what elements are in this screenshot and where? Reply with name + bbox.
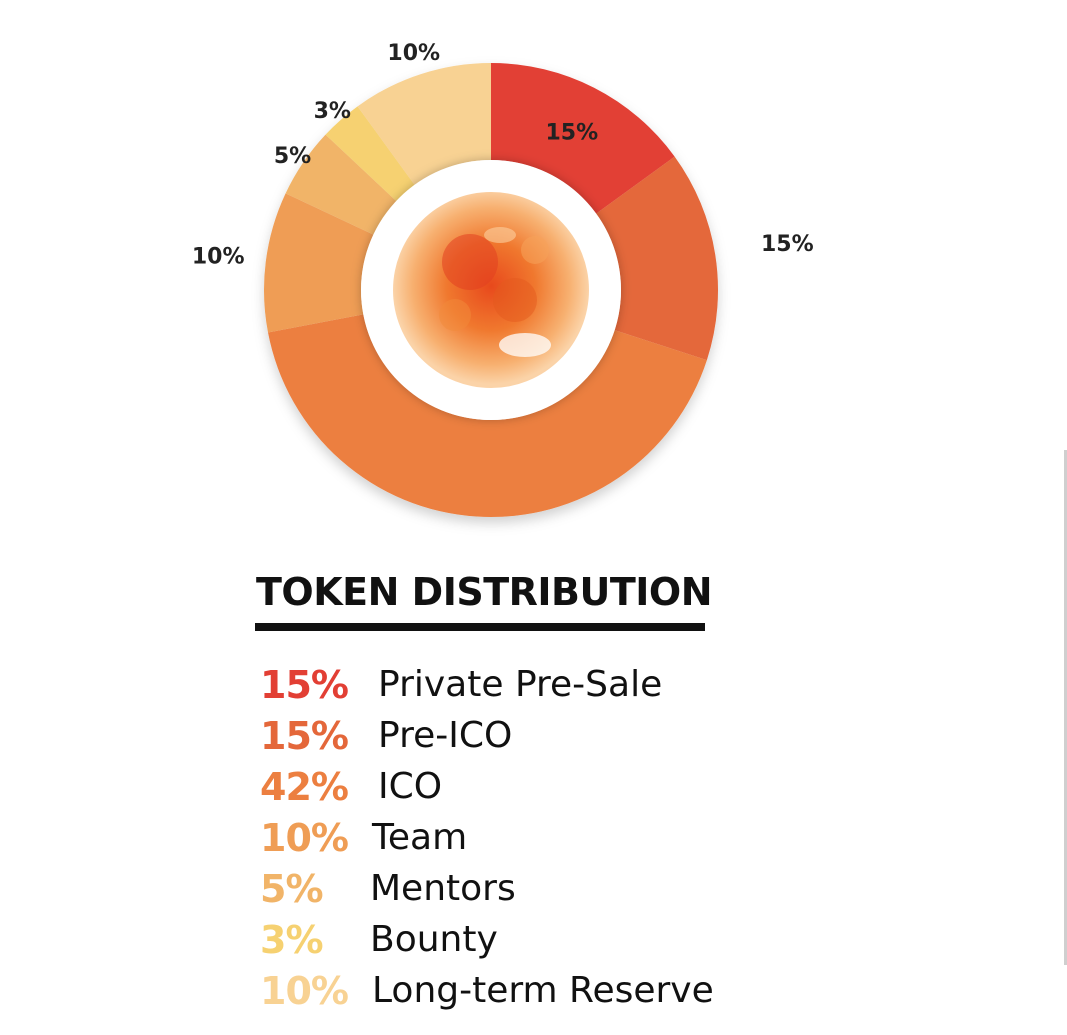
slice-private-pre-sale — [491, 63, 675, 214]
legend-value: 15% — [260, 714, 349, 758]
legend-value: 3% — [260, 918, 324, 962]
slice-pre-ico — [596, 156, 718, 361]
title-underline — [255, 623, 705, 631]
legend-value: 15% — [260, 663, 349, 707]
slice-label: 15% — [545, 120, 598, 145]
legend-item: 5% Mentors — [260, 864, 880, 915]
legend-label: Bounty — [370, 919, 498, 960]
legend-value: 42% — [260, 765, 349, 809]
legend-item: 10% Team — [260, 813, 880, 864]
legend-item: 42% ICO — [260, 762, 880, 813]
slice-label: 10% — [387, 41, 440, 66]
legend-value: 10% — [260, 969, 349, 1013]
sun-icon — [393, 192, 589, 388]
legend-value: 10% — [260, 816, 349, 860]
slice-label: 10% — [192, 245, 245, 270]
legend-item: 10% Long-term Reserve — [260, 966, 880, 1017]
legend-item: 3% Bounty — [260, 915, 880, 966]
legend-item: 15% Private Pre-Sale — [260, 660, 880, 711]
legend-value: 5% — [260, 867, 324, 911]
slice-bounty — [325, 106, 415, 202]
legend-label: Long-term Reserve — [372, 970, 714, 1011]
slice-mentors — [285, 134, 397, 235]
legend-label: Private Pre-Sale — [378, 664, 663, 705]
slice-ico — [268, 314, 707, 517]
slice-labels: 15%15%42%10%5%3%10% — [192, 41, 814, 270]
chart-title: TOKEN DISTRIBUTION — [256, 570, 713, 614]
slice-label: 3% — [314, 99, 351, 124]
slice-label: 5% — [274, 144, 311, 169]
donut-chart: 15%15%42%10%5%3%10% — [192, 41, 814, 517]
legend-label: Team — [372, 817, 468, 858]
scrollbar-edge — [1064, 450, 1067, 965]
legend-label: Mentors — [370, 868, 516, 909]
slice-team — [264, 193, 374, 333]
legend: 15% Private Pre-Sale 15% Pre-ICO 42% ICO 10% Te… — [260, 660, 880, 1017]
legend-item: 15% Pre-ICO — [260, 711, 880, 762]
donut-slices — [264, 63, 718, 517]
legend-label: Pre-ICO — [378, 715, 513, 756]
legend-label: ICO — [378, 766, 443, 807]
slice-long-term-reserve — [357, 63, 491, 185]
slice-label: 15% — [761, 232, 814, 257]
